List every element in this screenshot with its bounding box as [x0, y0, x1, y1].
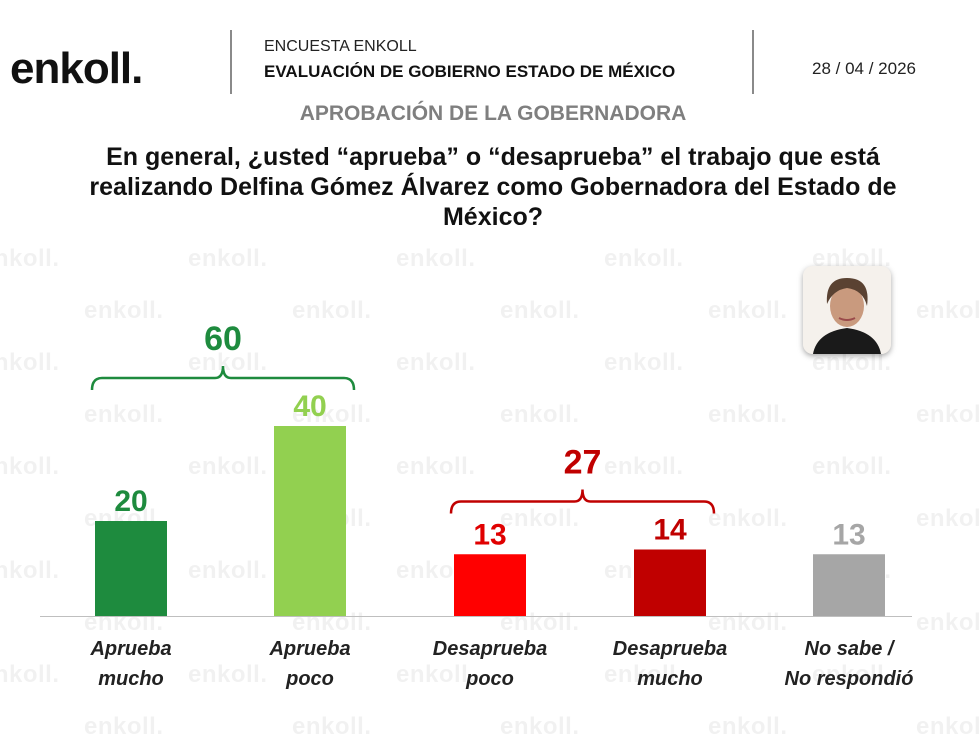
bar — [95, 521, 167, 616]
category-label: mucho — [98, 668, 164, 690]
chart-subtitle: APROBACIÓN DE LA GOBERNADORA — [299, 102, 687, 125]
group-total-label: 27 — [564, 444, 602, 482]
data-label: 14 — [653, 514, 687, 547]
enkoll-logo: enkoll. — [10, 44, 143, 93]
bar — [634, 549, 706, 616]
survey-label: ENCUESTA ENKOLL — [264, 38, 417, 55]
category-label: Aprueba — [268, 638, 350, 660]
governor-photo — [803, 266, 891, 354]
data-label: 13 — [473, 518, 506, 551]
survey-date: 28 / 04 / 2026 — [812, 59, 916, 78]
category-label: No sabe / — [805, 638, 896, 660]
bar — [813, 554, 885, 616]
divider — [230, 30, 232, 94]
question-text: En general, ¿usted “aprueba” o “desaprue… — [89, 143, 897, 231]
divider — [752, 30, 754, 94]
category-label: poco — [465, 668, 514, 690]
group-bracket — [90, 365, 356, 391]
category-label: Aprueba — [89, 638, 171, 660]
group-bracket — [449, 489, 716, 514]
category-label: poco — [285, 668, 334, 690]
bar — [454, 554, 526, 616]
category-label: mucho — [637, 668, 703, 690]
data-label: 13 — [832, 518, 865, 551]
category-label: Desaprueba — [613, 638, 728, 660]
group-total-label: 60 — [204, 320, 242, 358]
survey-title: EVALUACIÓN DE GOBIERNO ESTADO DE MÉXICO — [264, 62, 676, 81]
category-label: Desaprueba — [433, 638, 548, 660]
category-label: No respondió — [785, 668, 914, 690]
data-label: 40 — [293, 390, 326, 423]
bar — [274, 426, 346, 616]
data-label: 20 — [114, 485, 147, 518]
